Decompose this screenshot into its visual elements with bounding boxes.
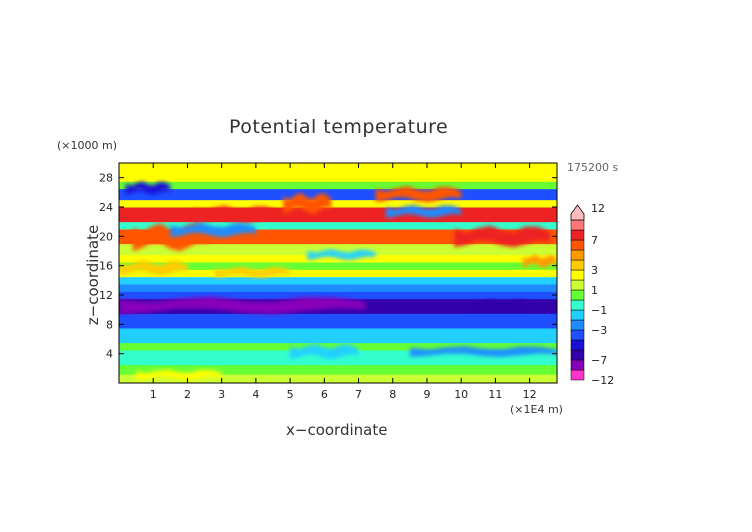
time-label: 175200 s bbox=[567, 161, 619, 174]
x-tick-label: 10 bbox=[454, 388, 468, 401]
colorbar-segment bbox=[570, 279, 585, 291]
colorbar-segment bbox=[570, 289, 585, 301]
plot-frame bbox=[118, 162, 558, 384]
field-feature bbox=[283, 192, 332, 215]
y-tick-label: 24 bbox=[99, 201, 113, 214]
field-feature bbox=[385, 205, 462, 218]
x-tick-label: 1 bbox=[150, 388, 157, 401]
field-band bbox=[119, 207, 557, 223]
chart-title: Potential temperature bbox=[229, 116, 449, 138]
field-band bbox=[119, 284, 557, 292]
colorbar-label: 7 bbox=[591, 234, 598, 247]
field-band bbox=[119, 313, 557, 329]
colorbar-label: −12 bbox=[591, 374, 614, 387]
x-unit-label: (×1E4 m) bbox=[510, 403, 563, 416]
y-axis-label: z−coordinate bbox=[84, 224, 102, 326]
field-feature bbox=[125, 181, 171, 195]
field-band bbox=[119, 199, 557, 208]
colorbar-label: −1 bbox=[591, 304, 607, 317]
x-axis-label: x−coordinate bbox=[286, 421, 388, 439]
field-band bbox=[119, 269, 557, 278]
field-band bbox=[119, 254, 557, 263]
colorbar-segment bbox=[570, 329, 585, 341]
field-feature bbox=[409, 346, 557, 357]
field-feature bbox=[522, 254, 557, 268]
field-band bbox=[119, 163, 557, 182]
x-tick-label: 4 bbox=[252, 388, 259, 401]
field-band bbox=[119, 291, 557, 300]
field-band bbox=[119, 262, 557, 270]
field-feature bbox=[307, 249, 376, 261]
field-band bbox=[119, 221, 557, 230]
colorbar: 12 7 3 1 −1 −3 −7 −12 bbox=[570, 202, 614, 387]
field-band bbox=[119, 181, 557, 190]
colorbar-segment bbox=[570, 369, 585, 381]
field-feature bbox=[170, 223, 256, 238]
colorbar-label: 12 bbox=[591, 202, 605, 215]
colorbar-segment bbox=[570, 204, 585, 221]
x-tick-label: 6 bbox=[321, 388, 328, 401]
y-unit-label: (×1000 m) bbox=[57, 139, 118, 152]
colorbar-segment bbox=[570, 309, 585, 321]
colorbar-segment bbox=[570, 269, 585, 281]
x-tick-label: 5 bbox=[287, 388, 294, 401]
colorbar-segment bbox=[570, 249, 585, 261]
colorbar-segment bbox=[570, 319, 585, 331]
colorbar-segment bbox=[570, 239, 585, 251]
colorbar-label: 1 bbox=[591, 284, 598, 297]
field-band bbox=[119, 276, 557, 285]
field-feature bbox=[471, 299, 530, 310]
field-band bbox=[119, 188, 557, 201]
colorbar-segment bbox=[570, 259, 585, 271]
colorbar-segment bbox=[570, 339, 585, 351]
y-tick-label: 4 bbox=[106, 348, 113, 361]
field-band bbox=[119, 374, 557, 383]
field-feature bbox=[454, 225, 551, 248]
field-feature bbox=[136, 369, 222, 381]
y-tick-label: 8 bbox=[106, 318, 113, 331]
x-tick-label: 11 bbox=[488, 388, 502, 401]
field-feature bbox=[214, 266, 291, 278]
colorbar-segment bbox=[570, 219, 585, 231]
x-tick-label: 8 bbox=[389, 388, 396, 401]
y-tick-label: 12 bbox=[99, 289, 113, 302]
colorbar-label: −3 bbox=[591, 324, 607, 337]
x-tick-label: 2 bbox=[184, 388, 191, 401]
x-tick-label: 12 bbox=[523, 388, 537, 401]
field-band bbox=[119, 364, 557, 375]
field-feature bbox=[119, 296, 366, 315]
field-feature bbox=[194, 205, 277, 224]
colorbar-label: 3 bbox=[591, 264, 598, 277]
y-tick-label: 28 bbox=[99, 172, 113, 185]
y-tick-label: 20 bbox=[99, 230, 113, 243]
x-tick-label: 7 bbox=[355, 388, 362, 401]
field-band bbox=[119, 328, 557, 344]
colorbar-segment bbox=[570, 299, 585, 311]
field-band bbox=[119, 243, 557, 256]
field-feature bbox=[375, 186, 462, 203]
colorbar-segment bbox=[570, 229, 585, 241]
colorbar-label: −7 bbox=[591, 354, 607, 367]
field-feature bbox=[119, 260, 188, 276]
temperature-field bbox=[119, 163, 557, 383]
x-tick-label: 3 bbox=[218, 388, 225, 401]
colorbar-segment bbox=[570, 349, 585, 361]
y-tick-label: 16 bbox=[99, 260, 113, 273]
field-feature bbox=[290, 344, 359, 360]
x-tick-label: 9 bbox=[423, 388, 430, 401]
colorbar-segment bbox=[570, 359, 585, 371]
